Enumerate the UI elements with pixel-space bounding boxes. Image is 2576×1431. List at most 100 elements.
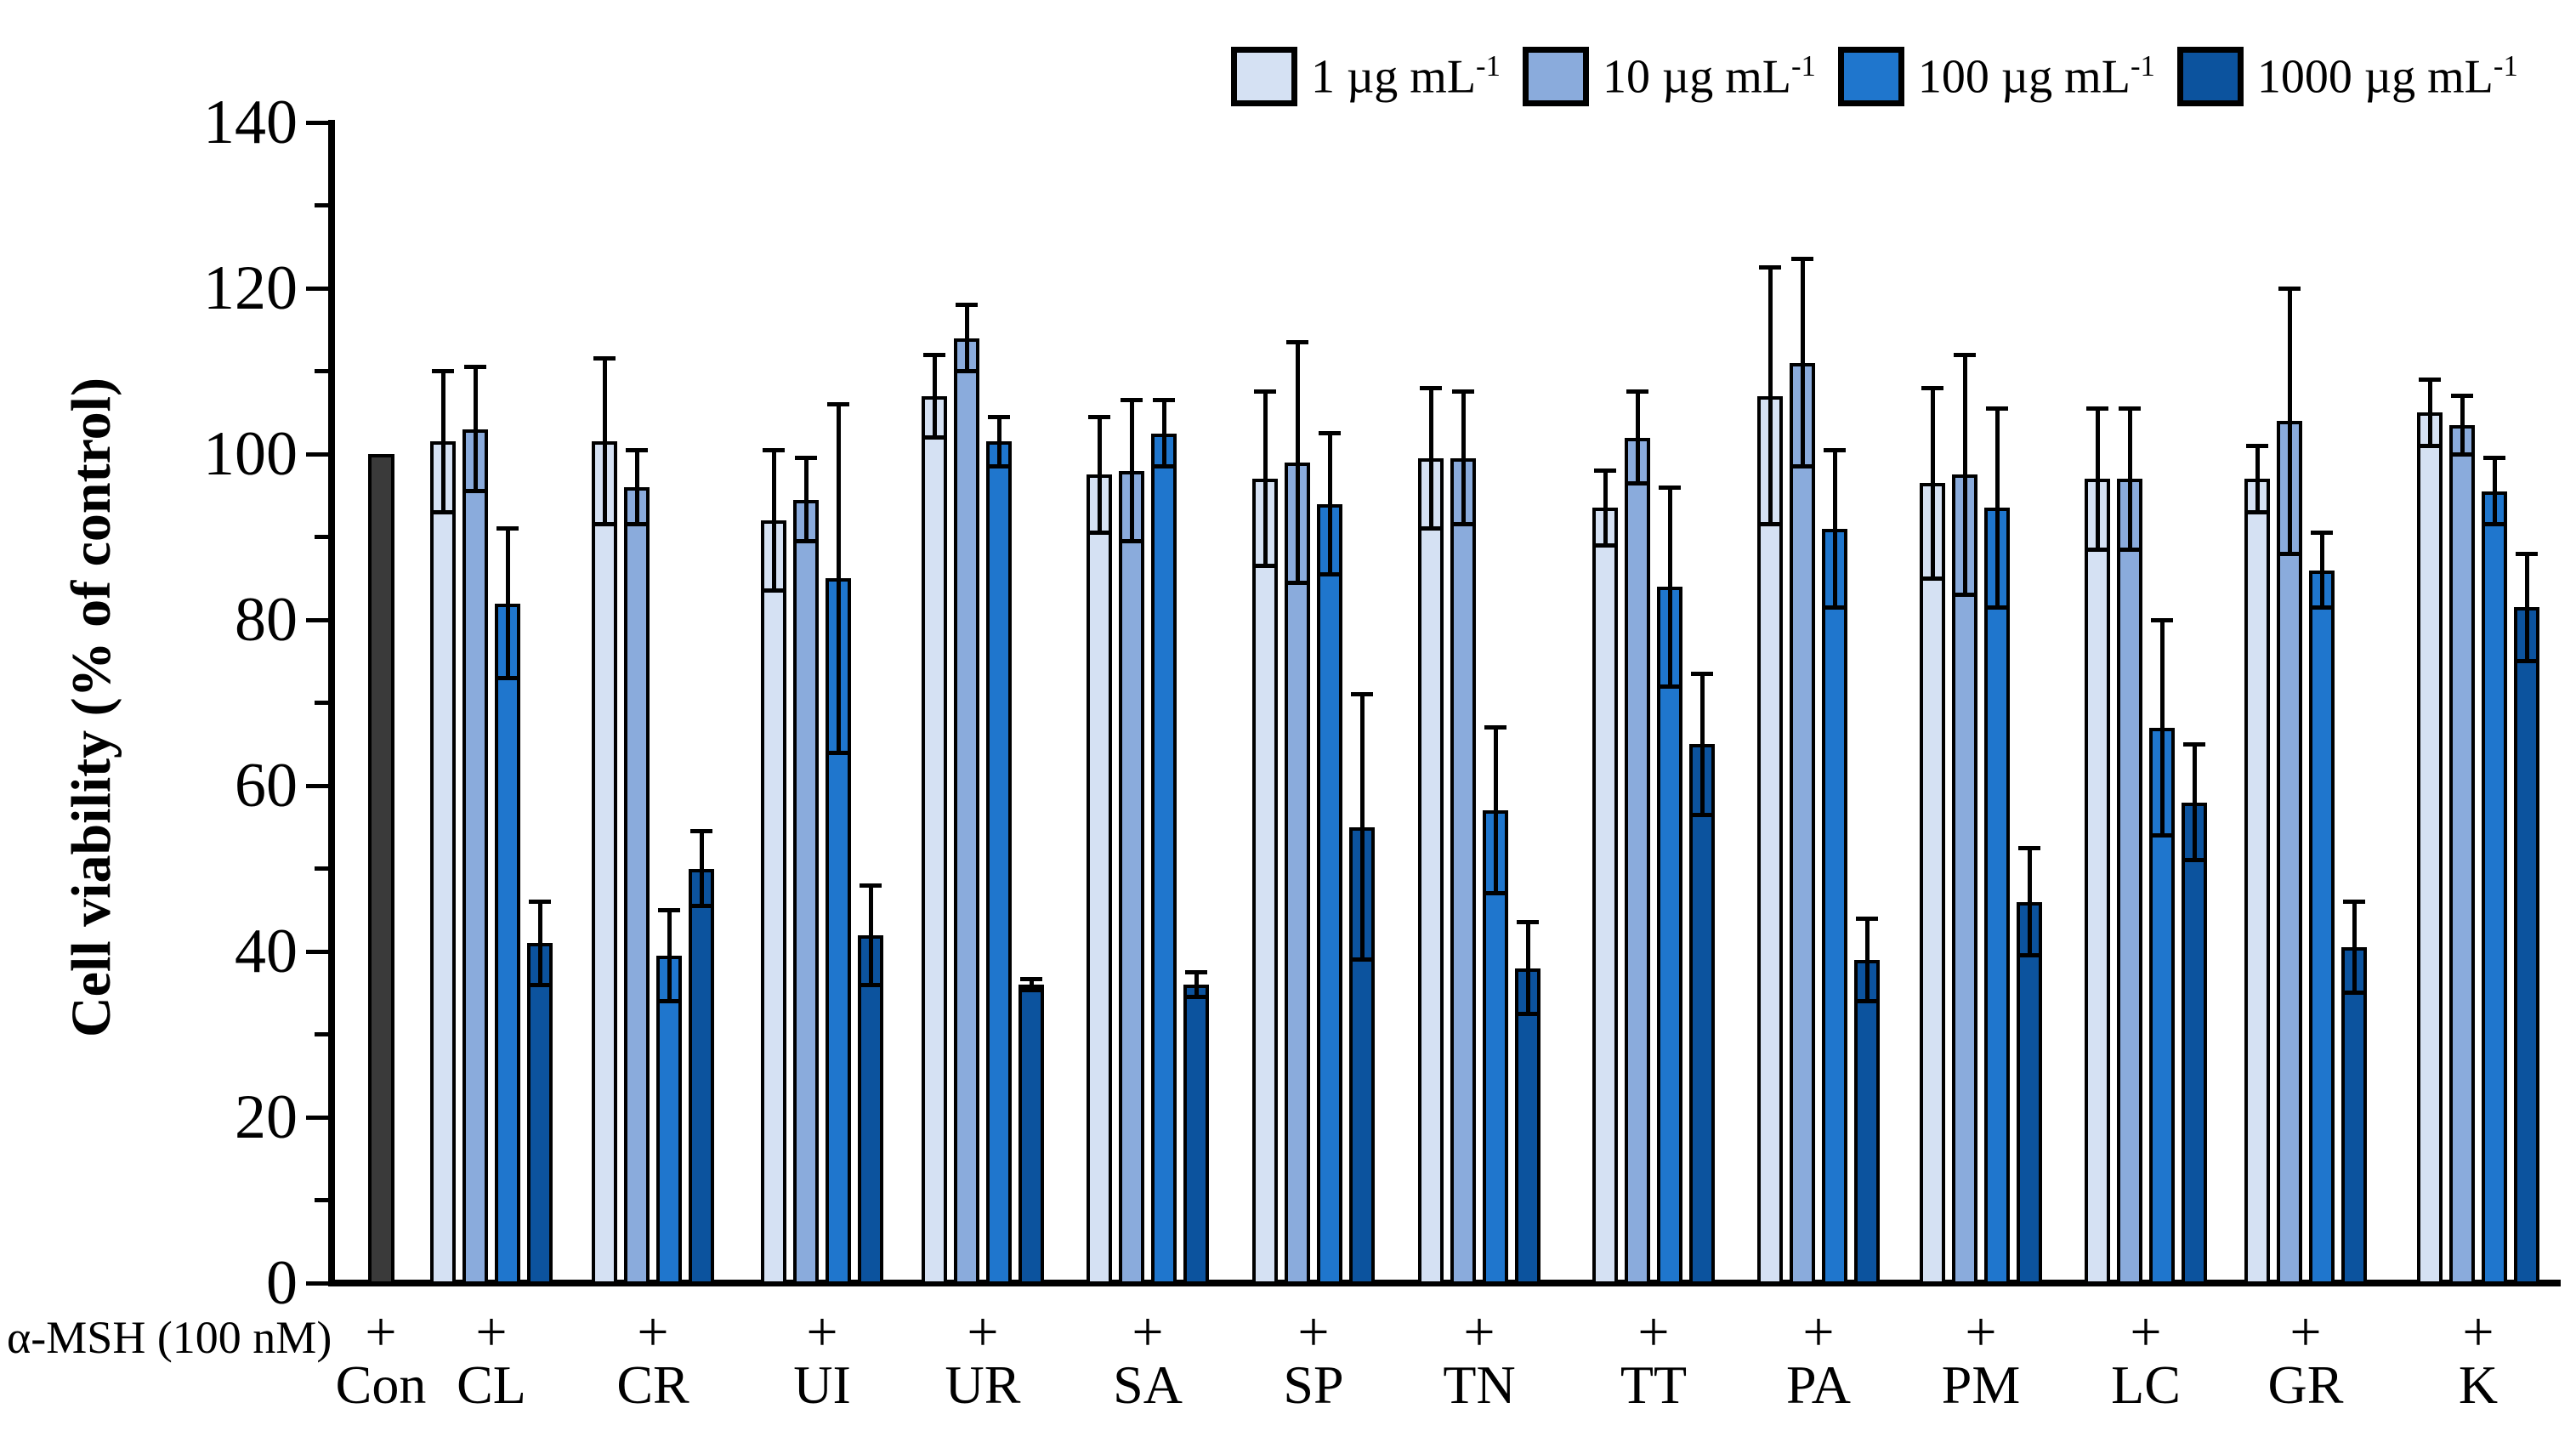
error-bar-line bbox=[1864, 918, 1870, 1002]
error-bar-cap-top bbox=[1791, 257, 1813, 262]
x-category-label-SP: SP bbox=[1283, 1354, 1344, 1415]
error-bar-cap-bottom bbox=[2419, 443, 2441, 448]
error-bar-cap-bottom bbox=[1594, 542, 1616, 548]
legend-item-3: 100 µg mL-1 bbox=[1837, 47, 2155, 106]
legend-item-2: 10 µg mL-1 bbox=[1522, 47, 1816, 106]
x-category-label-CR: CR bbox=[616, 1354, 689, 1415]
error-bar-cap-top bbox=[626, 447, 648, 452]
error-bar-cap-bottom bbox=[496, 675, 519, 680]
bar-CR-3 bbox=[656, 955, 682, 1285]
error-bar-line bbox=[1161, 400, 1166, 467]
alpha-msh-plus-TT: + bbox=[1637, 1301, 1670, 1363]
bar-PA-4 bbox=[1854, 959, 1880, 1285]
error-bar-cap-bottom bbox=[593, 522, 616, 527]
error-bar-cap-bottom bbox=[1824, 605, 1846, 610]
error-bar-cap-top bbox=[956, 303, 978, 307]
x-category-label-CL: CL bbox=[457, 1354, 526, 1415]
bar-CL-3 bbox=[495, 603, 520, 1285]
error-bar-cap-top bbox=[1986, 406, 2008, 411]
bar-CR-2 bbox=[624, 487, 650, 1285]
y-major-tick bbox=[306, 617, 328, 622]
bar-UI-2 bbox=[793, 499, 819, 1285]
y-tick-label: 140 bbox=[203, 88, 298, 157]
error-bar-line bbox=[1525, 922, 1530, 1014]
error-bar-cap-bottom bbox=[827, 750, 849, 755]
error-bar-cap-bottom bbox=[529, 982, 551, 987]
error-bar-cap-top bbox=[1185, 969, 1207, 974]
error-bar-cap-bottom bbox=[2278, 551, 2301, 556]
bar-UR-2 bbox=[954, 338, 979, 1285]
error-bar-line bbox=[440, 371, 445, 513]
error-bar-line bbox=[2427, 379, 2432, 446]
error-bar-cap-bottom bbox=[658, 999, 680, 1003]
alpha-msh-plus-SP: + bbox=[1297, 1301, 1330, 1363]
bar-SA-2 bbox=[1119, 470, 1144, 1285]
bar-TN-4 bbox=[1515, 968, 1540, 1285]
error-bar-cap-bottom bbox=[1626, 480, 1648, 486]
bar-PA-1 bbox=[1757, 395, 1783, 1285]
error-bar-cap-bottom bbox=[690, 903, 712, 908]
y-tick-label: 0 bbox=[266, 1248, 298, 1318]
bar-CR-4 bbox=[689, 868, 714, 1285]
error-bar-cap-top bbox=[2311, 531, 2333, 536]
error-bar-cap-bottom bbox=[2119, 547, 2141, 552]
error-bar-cap-bottom bbox=[1517, 1011, 1539, 1016]
error-bar-line bbox=[1635, 391, 1640, 484]
error-bar-line bbox=[1295, 342, 1300, 583]
error-bar-cap-bottom bbox=[2246, 509, 2268, 514]
bar-PA-3 bbox=[1822, 528, 1847, 1285]
error-bar-cap-top bbox=[1484, 725, 1506, 730]
error-bar-line bbox=[1359, 694, 1365, 960]
bar-SP-2 bbox=[1285, 462, 1310, 1285]
error-bar-cap-bottom bbox=[464, 489, 486, 494]
bar-TN-1 bbox=[1418, 457, 1444, 1285]
error-bar-cap-bottom bbox=[795, 538, 817, 543]
x-category-label-TN: TN bbox=[1443, 1354, 1516, 1415]
bar-CL-4 bbox=[527, 943, 553, 1285]
bar-GR-2 bbox=[2277, 421, 2302, 1285]
error-bar-line bbox=[803, 457, 809, 542]
error-bar-cap-top bbox=[1659, 485, 1681, 490]
error-bar-cap-bottom bbox=[860, 982, 882, 987]
bar-K-4 bbox=[2514, 607, 2539, 1285]
y-minor-tick bbox=[315, 701, 328, 705]
error-bar-line bbox=[1699, 673, 1705, 815]
x-category-label-SA: SA bbox=[1113, 1354, 1183, 1415]
error-bar-line bbox=[2159, 620, 2165, 836]
error-bar-line bbox=[932, 355, 937, 438]
y-tick-label: 20 bbox=[235, 1082, 298, 1152]
error-bar-cap-top bbox=[593, 356, 616, 361]
x-category-label-GR: GR bbox=[2267, 1354, 2344, 1415]
error-bar-line bbox=[1461, 391, 1466, 525]
error-bar-cap-top bbox=[2278, 286, 2301, 291]
error-bar-cap-top bbox=[529, 900, 551, 904]
error-bar-cap-top bbox=[2018, 845, 2040, 850]
y-axis-spine bbox=[328, 120, 335, 1286]
y-minor-tick bbox=[315, 203, 328, 207]
error-bar-line bbox=[2095, 408, 2100, 550]
error-bar-cap-bottom bbox=[988, 464, 1010, 469]
bar-UR-1 bbox=[922, 395, 947, 1285]
error-bar-cap-top bbox=[860, 883, 882, 888]
error-bar-cap-bottom bbox=[1020, 988, 1042, 993]
error-bar-cap-top bbox=[988, 414, 1010, 419]
error-bar-cap-top bbox=[2451, 394, 2473, 399]
error-bar-line bbox=[1129, 400, 1134, 542]
error-bar-line bbox=[1667, 487, 1672, 686]
bar-CL-1 bbox=[430, 441, 456, 1285]
error-bar-cap-bottom bbox=[1153, 464, 1175, 469]
bar-SP-3 bbox=[1317, 503, 1342, 1285]
legend-label-3: 100 µg mL-1 bbox=[1917, 48, 2155, 104]
error-bar-cap-bottom bbox=[763, 588, 785, 593]
bar-SP-1 bbox=[1252, 479, 1278, 1285]
bar-TN-2 bbox=[1450, 457, 1476, 1285]
error-bar-cap-top bbox=[1452, 389, 1474, 395]
error-bar-cap-top bbox=[1286, 339, 1308, 344]
error-bar-cap-bottom bbox=[1351, 957, 1373, 963]
error-bar-cap-top bbox=[496, 526, 519, 531]
error-bar-line bbox=[1930, 388, 1935, 579]
error-bar-cap-top bbox=[1517, 920, 1539, 925]
error-bar-cap-top bbox=[1824, 447, 1846, 452]
y-major-tick bbox=[306, 783, 328, 788]
